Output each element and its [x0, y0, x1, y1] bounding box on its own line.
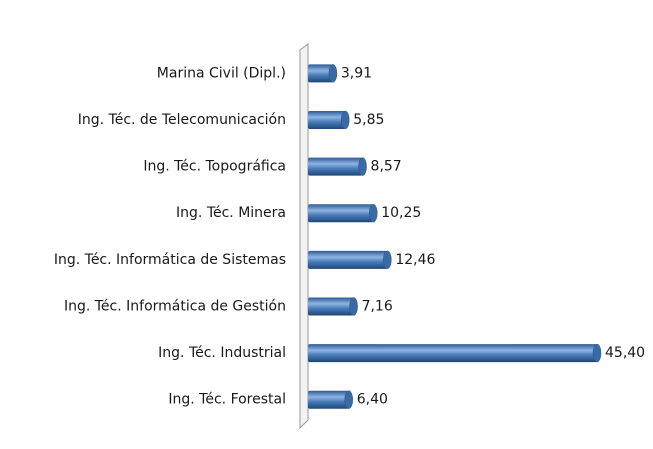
data-label: 12,46 — [395, 252, 435, 268]
bar-cap — [358, 157, 367, 176]
bar — [308, 64, 333, 83]
y-tick-label: Ing. Téc. Informática de Gestión — [64, 298, 286, 314]
y-tick-label: Ing. Téc. de Telecomunicación — [78, 112, 286, 128]
data-label: 5,85 — [353, 112, 384, 128]
bar-cap — [368, 203, 378, 223]
data-label: 10,25 — [381, 205, 421, 221]
y-tick-label: Ing. Téc. Informática de Sistemas — [54, 252, 286, 268]
y-tick-label: Marina Civil (Dipl.) — [157, 65, 286, 81]
bar — [308, 297, 354, 316]
bar-cap — [383, 250, 392, 270]
bar-cap — [592, 343, 602, 363]
data-label: 45,40 — [605, 345, 645, 361]
bar — [308, 157, 363, 176]
bar-cap — [344, 390, 353, 409]
bar — [308, 204, 374, 223]
y-tick-label: Ing. Téc. Minera — [176, 205, 286, 221]
data-label: 8,57 — [371, 159, 402, 175]
bar-cap — [328, 64, 338, 83]
y-tick-label: Ing. Téc. Topográfica — [143, 159, 286, 175]
y-tick-label: Ing. Téc. Industrial — [158, 345, 286, 361]
bar-cap — [340, 110, 350, 130]
bar — [308, 390, 349, 409]
data-label: 3,91 — [341, 65, 372, 81]
data-label: 7,16 — [362, 298, 393, 314]
bar — [308, 344, 597, 363]
axis-wall — [299, 43, 309, 430]
y-tick-label: Ing. Téc. Forestal — [168, 392, 286, 408]
bar — [308, 250, 388, 269]
bar — [308, 110, 346, 129]
data-label: 6,40 — [357, 392, 388, 408]
bar-cap — [349, 297, 358, 316]
